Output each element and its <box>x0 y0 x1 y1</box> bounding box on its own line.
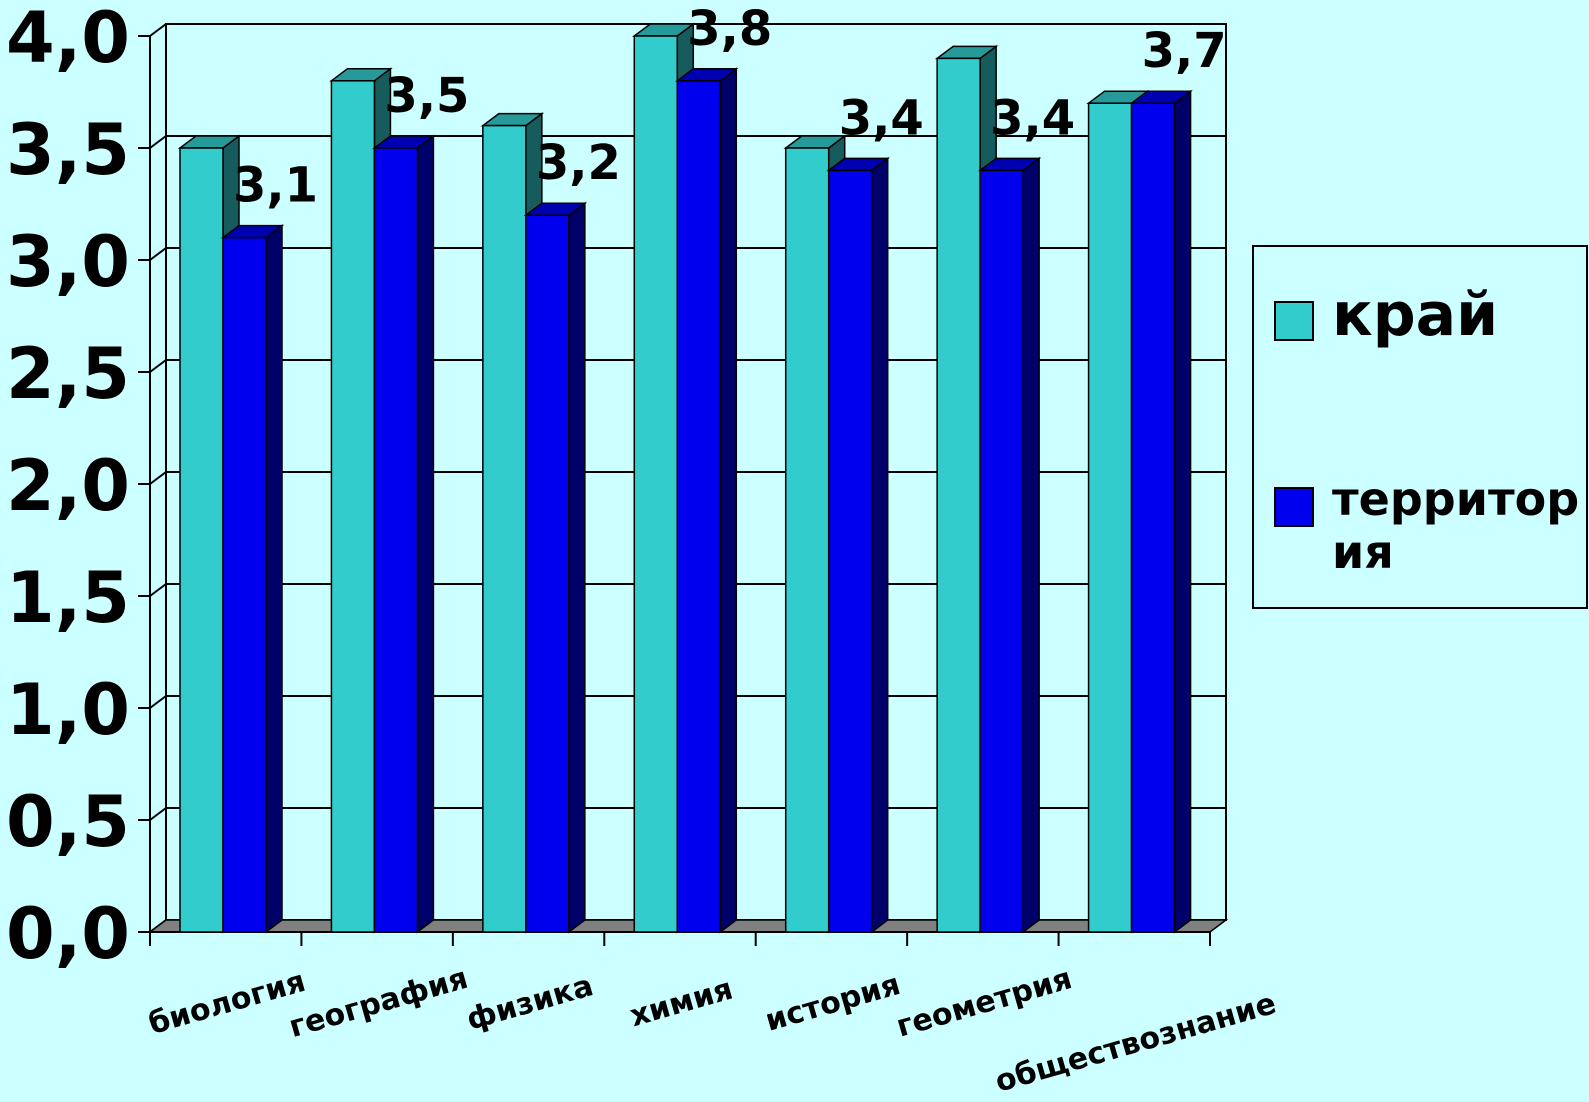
data-label: 3,8 <box>687 1 772 57</box>
bar-territory <box>977 156 1042 934</box>
y-tick-label: 2,0 <box>6 445 130 527</box>
bar-front <box>222 236 267 933</box>
x-tick-label: химия <box>626 972 737 1035</box>
bar-territory <box>523 201 588 934</box>
bar-side <box>416 134 435 934</box>
bar-front <box>1087 102 1133 933</box>
bar-front <box>979 169 1024 933</box>
bar-front <box>676 80 722 933</box>
bar-front <box>1130 102 1176 933</box>
gridline-side <box>149 135 167 149</box>
x-tick-label: биология <box>145 964 310 1042</box>
legend-item-territory: территор ия <box>1274 473 1582 579</box>
gridline-side <box>149 695 167 709</box>
legend-swatch-kray <box>1274 301 1314 341</box>
bar-territory <box>675 67 739 934</box>
bar-territory <box>220 224 285 934</box>
bar-front <box>179 147 224 933</box>
y-tick-label: 3,0 <box>6 221 130 303</box>
bar-side <box>1022 156 1040 934</box>
bar-side <box>1173 89 1192 934</box>
y-tick-label: 2,5 <box>6 333 130 415</box>
bar-side <box>265 224 283 934</box>
data-label: 3,5 <box>384 68 469 124</box>
gridline-side <box>149 807 167 821</box>
gridline-side <box>149 23 167 37</box>
y-tick-label: 4,0 <box>6 0 130 79</box>
bar-front <box>936 57 981 933</box>
bar-front <box>330 80 376 933</box>
legend-label-territory: территор ия <box>1332 472 1580 579</box>
legend-label-kray: край <box>1332 280 1499 350</box>
bar-front <box>827 169 873 933</box>
y-tick-label: 1,0 <box>6 669 130 751</box>
bar-territory <box>372 134 436 934</box>
legend-item-kray: край <box>1274 281 1498 350</box>
bar-front <box>633 35 679 933</box>
y-tick-label: 3,5 <box>6 109 130 191</box>
gridline-side <box>149 471 167 485</box>
legend-swatch-territory <box>1274 487 1314 527</box>
x-tick-label: физика <box>463 968 597 1037</box>
bar-territory <box>1129 89 1193 934</box>
bar-side <box>719 67 738 934</box>
data-label: 3,7 <box>1142 23 1227 79</box>
y-tick-label: 0,5 <box>6 781 130 863</box>
data-label: 3,1 <box>233 158 318 214</box>
bar-territory <box>826 156 890 934</box>
y-tick-label: 1,5 <box>6 557 130 639</box>
data-label: 3,4 <box>990 90 1075 146</box>
gridline-side <box>149 359 167 373</box>
gridline-side <box>149 247 167 261</box>
bar-side <box>870 156 889 934</box>
x-tick-label: география <box>285 961 472 1045</box>
bar-front <box>482 124 527 933</box>
bar-front <box>373 147 419 933</box>
bar-side <box>568 201 586 934</box>
legend: край территор ия <box>1252 245 1588 609</box>
gridline-side <box>149 583 167 597</box>
bar-front <box>525 214 570 933</box>
x-tick-label: история <box>761 967 904 1039</box>
y-tick-label: 0,0 <box>6 893 130 975</box>
bar-front <box>784 147 830 933</box>
x-tick-label: геометрия <box>893 961 1076 1044</box>
data-label: 3,4 <box>839 90 924 146</box>
data-label: 3,2 <box>536 135 621 191</box>
